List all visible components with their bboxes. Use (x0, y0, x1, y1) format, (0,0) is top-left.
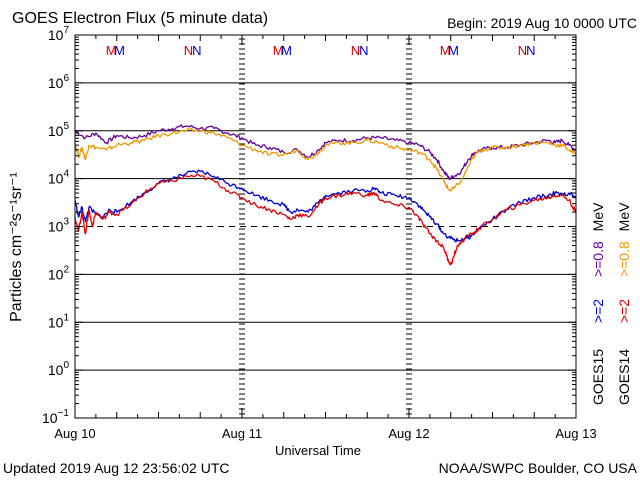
updated-timestamp: Updated 2019 Aug 12 23:56:02 UTC (3, 460, 230, 476)
begin-label: Begin: 2019 Aug 10 0000 UTC (447, 15, 637, 31)
eclipse-marker: N (359, 43, 368, 58)
legend-goes14-08mev: >=0.8 (616, 241, 632, 277)
day-boundary-ticks (239, 38, 412, 415)
x-axis-ticks: Aug 10 Aug 11 Aug 12 Aug 13 (54, 35, 597, 441)
y-tick-label: 107 (48, 25, 70, 43)
eclipse-marker: M (106, 43, 117, 58)
series-line (74, 169, 577, 243)
svg-text:GOES14 >=2 >=0.8: GOES14 >=2 >=0.8 MeV (616, 202, 632, 405)
eclipse-marker: N (192, 43, 201, 58)
legend-goes14-2mev: >=2 (616, 299, 632, 323)
legend-goes15-2mev: >=2 (590, 299, 606, 323)
y-tick-label: 101 (48, 312, 70, 330)
legend-goes14-label: GOES14 (616, 349, 632, 405)
legend-goes15-label: GOES15 (590, 349, 606, 405)
legend-mev-unit: MeV (616, 202, 632, 231)
legend-goes15-08mev: >=0.8 (590, 241, 606, 277)
series-line (74, 173, 577, 266)
series-line (74, 127, 577, 192)
legend-goes14: GOES14 >=2 >=0.8 MeV (616, 202, 632, 405)
eclipse-marker: N (351, 43, 360, 58)
eclipse-marker: M (273, 43, 284, 58)
y-tick-label: 100 (48, 360, 70, 378)
legend-mev-unit: MeV (590, 202, 606, 231)
series-lines (74, 124, 577, 266)
data-source: NOAA/SWPC Boulder, CO USA (439, 460, 638, 476)
x-tick-label: Aug 11 (222, 426, 262, 441)
eclipse-marker: N (526, 43, 535, 58)
y-tick-label: 102 (48, 264, 70, 282)
eclipse-marker: M (440, 43, 451, 58)
y-tick-label: 104 (48, 169, 70, 187)
eclipse-marker: M (114, 43, 125, 58)
y-tick-label: 106 (48, 73, 70, 91)
x-axis-label: Universal Time (275, 443, 361, 458)
y-tick-label: 105 (48, 121, 70, 139)
eclipse-marker: N (518, 43, 527, 58)
y-axis-label: Particles cm⁻²s⁻¹sr⁻¹ (8, 172, 25, 322)
x-tick-label: Aug 10 (54, 426, 95, 441)
eclipse-markers: MM NN MM NN MM NN (106, 43, 536, 58)
eclipse-marker: M (281, 43, 292, 58)
svg-text:GOES15 >=2 >=0.8: GOES15 >=2 >=0.8 MeV (590, 202, 606, 405)
chart-title: GOES Electron Flux (5 minute data) (12, 10, 268, 27)
eclipse-marker: M (448, 43, 459, 58)
plot-frame (74, 34, 577, 419)
y-tick-label: 10−1 (42, 408, 69, 426)
eclipse-marker: N (184, 43, 193, 58)
x-tick-label: Aug 13 (555, 426, 596, 441)
gridlines (75, 82, 576, 371)
x-tick-label: Aug 12 (388, 426, 429, 441)
legend-goes15: GOES15 >=2 >=0.8 MeV (590, 202, 606, 405)
series-line (74, 124, 577, 181)
y-axis-ticks: 107 106 105 104 103 102 101 100 10−1 (42, 25, 576, 426)
y-tick-label: 103 (48, 217, 70, 235)
